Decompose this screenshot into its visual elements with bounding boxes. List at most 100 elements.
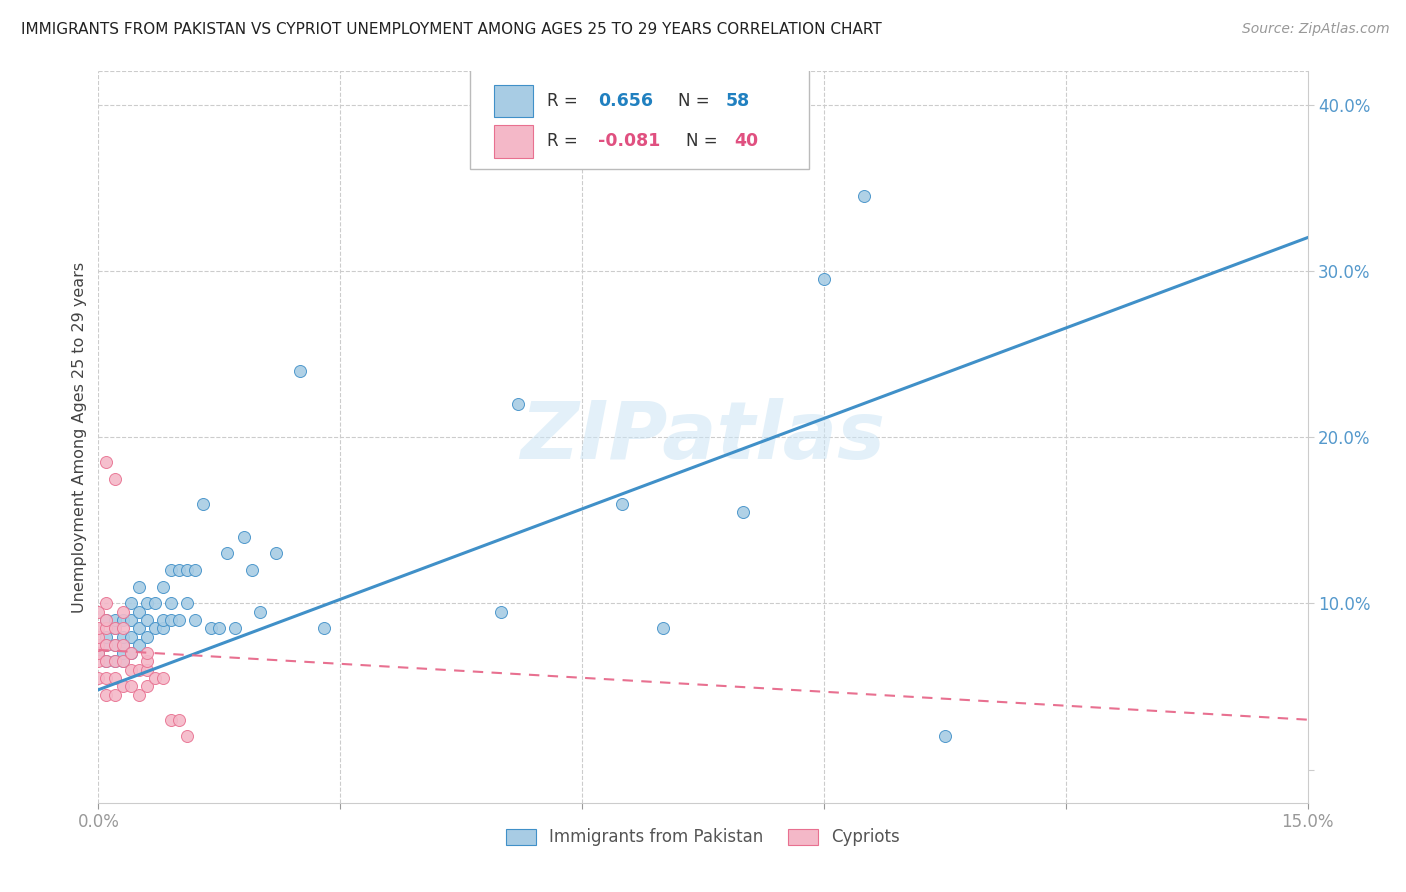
Point [160,713,183,727]
Point [135,596,157,610]
Point [152,613,174,627]
Y-axis label: Unemployment Among Ages 25 to 29 years: Unemployment Among Ages 25 to 29 years [72,261,87,613]
Point [103,638,125,652]
Point [160,596,183,610]
Point [314,621,336,635]
Point [120,646,142,660]
Point [103,638,125,652]
Point [506,397,529,411]
Point [143,671,166,685]
FancyBboxPatch shape [470,65,810,169]
Point [167,613,190,627]
Point [96,630,118,644]
Point [217,546,239,560]
Point [120,680,142,694]
Point [111,630,134,644]
Point [103,613,125,627]
Text: Source: ZipAtlas.com: Source: ZipAtlas.com [1241,22,1389,37]
Point [128,688,150,702]
Point [96,655,118,669]
Text: 0.656: 0.656 [598,92,652,110]
Text: R =: R = [547,92,583,110]
Point [152,580,174,594]
Point [288,363,311,377]
Text: ZIPatlas: ZIPatlas [520,398,886,476]
Text: N =: N = [686,132,723,150]
Point [813,272,835,286]
Point [651,621,673,635]
Point [135,630,157,644]
Point [184,563,207,577]
Point [240,563,263,577]
Point [96,613,118,627]
Point [96,621,118,635]
Text: 40: 40 [734,132,759,150]
Point [111,680,134,694]
Point [143,621,166,635]
Point [128,663,150,677]
Point [103,688,125,702]
Point [96,596,118,610]
Point [103,655,125,669]
Point [135,655,157,669]
Point [96,688,118,702]
Point [96,638,118,652]
Point [96,655,118,669]
Point [176,563,198,577]
Point [135,680,157,694]
Point [120,646,142,660]
Point [111,655,134,669]
Point [96,455,118,469]
Point [733,505,755,519]
Point [111,638,134,652]
Point [111,655,134,669]
Point [87,655,110,669]
Point [120,630,142,644]
Point [103,621,125,635]
Point [103,621,125,635]
Point [264,546,287,560]
Text: 58: 58 [725,92,751,110]
Point [103,655,125,669]
Point [87,605,110,619]
Point [152,671,174,685]
Point [111,605,134,619]
Point [135,646,157,660]
Point [200,621,222,635]
Point [184,613,207,627]
Point [167,563,190,577]
Point [111,621,134,635]
Point [612,497,634,511]
Point [111,638,134,652]
Point [128,638,150,652]
Point [87,671,110,685]
Point [128,621,150,635]
Point [135,663,157,677]
Point [128,605,150,619]
Point [491,605,513,619]
Point [120,613,142,627]
Point [167,713,190,727]
Point [160,613,183,627]
Point [111,613,134,627]
Point [249,605,271,619]
Point [103,472,125,486]
Point [120,663,142,677]
Point [934,729,956,743]
Point [96,638,118,652]
Point [176,596,198,610]
Point [96,671,118,685]
Point [176,729,198,743]
Point [135,613,157,627]
Point [111,646,134,660]
Text: -0.081: -0.081 [598,132,661,150]
Legend: Immigrants from Pakistan, Cypriots: Immigrants from Pakistan, Cypriots [499,822,907,853]
Point [224,621,246,635]
Text: N =: N = [678,92,714,110]
Text: R =: R = [547,132,583,150]
Bar [494,85,533,118]
Point [87,646,110,660]
Point [128,580,150,594]
Point [193,497,215,511]
Text: IMMIGRANTS FROM PAKISTAN VS CYPRIOT UNEMPLOYMENT AMONG AGES 25 TO 29 YEARS CORRE: IMMIGRANTS FROM PAKISTAN VS CYPRIOT UNEM… [21,22,882,37]
